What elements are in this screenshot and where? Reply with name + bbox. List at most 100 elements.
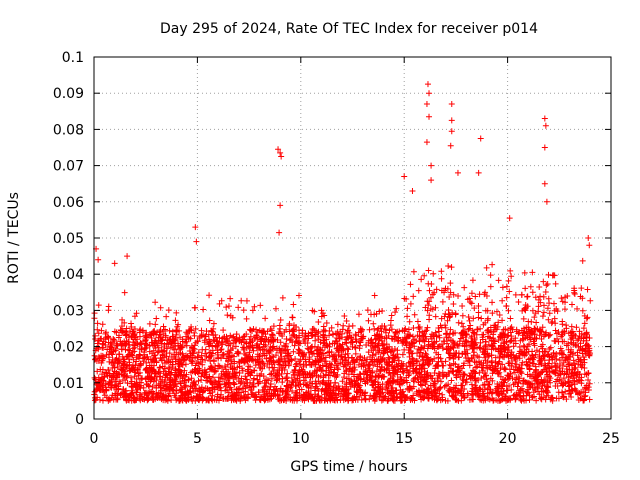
- data-point: [185, 391, 192, 398]
- data-point: [250, 383, 257, 390]
- data-point: [563, 396, 570, 403]
- data-point: [416, 323, 423, 330]
- data-point: [587, 297, 594, 304]
- data-point: [575, 358, 582, 365]
- data-point: [173, 309, 180, 316]
- data-point: [217, 375, 224, 382]
- data-point: [383, 367, 390, 374]
- data-point: [487, 283, 494, 290]
- data-point: [260, 360, 267, 367]
- data-point: [407, 300, 414, 307]
- data-point: [344, 329, 351, 336]
- data-point: [426, 287, 433, 294]
- data-point: [274, 376, 281, 383]
- data-point: [202, 346, 209, 353]
- data-point: [484, 394, 491, 401]
- data-point: [218, 364, 225, 371]
- data-point: [323, 320, 330, 327]
- data-point: [565, 356, 572, 363]
- data-point: [133, 354, 140, 361]
- data-point: [267, 343, 274, 350]
- data-point: [392, 309, 399, 316]
- data-point: [106, 380, 113, 387]
- data-point: [273, 372, 280, 379]
- data-point: [142, 340, 149, 347]
- data-point: [332, 337, 339, 344]
- data-point: [472, 364, 479, 371]
- data-point: [112, 378, 119, 385]
- data-point: [503, 294, 510, 301]
- data-point: [189, 344, 196, 351]
- data-point: [470, 352, 477, 359]
- data-point: [371, 311, 378, 318]
- data-point: [400, 369, 407, 376]
- data-point: [268, 390, 275, 397]
- data-point: [432, 329, 439, 336]
- data-point: [497, 365, 504, 372]
- data-point: [496, 384, 503, 391]
- data-point: [372, 390, 379, 397]
- data-point: [289, 378, 296, 385]
- data-point: [425, 395, 432, 402]
- data-point: [561, 306, 568, 313]
- data-point: [417, 373, 424, 380]
- data-point: [309, 307, 316, 314]
- data-point: [433, 349, 440, 356]
- data-point-peak: [475, 169, 482, 176]
- data-point: [328, 324, 335, 331]
- data-point: [524, 386, 531, 393]
- data-point: [102, 369, 109, 376]
- data-point: [571, 285, 578, 292]
- data-point: [461, 284, 468, 291]
- data-point: [481, 350, 488, 357]
- data-point-peak: [192, 224, 199, 231]
- x-tick-label: 20: [499, 431, 517, 447]
- data-point: [225, 381, 232, 388]
- data-point: [480, 397, 487, 404]
- data-point: [469, 345, 476, 352]
- data-point: [266, 357, 273, 364]
- data-point: [538, 335, 545, 342]
- data-point: [585, 377, 592, 384]
- data-point: [554, 376, 561, 383]
- data-point: [405, 326, 412, 333]
- data-point: [450, 300, 457, 307]
- data-point: [128, 320, 135, 327]
- data-point: [524, 293, 531, 300]
- data-point: [371, 292, 378, 299]
- data-point: [539, 313, 546, 320]
- y-tick-label: 0.06: [53, 195, 84, 211]
- data-point: [109, 338, 116, 345]
- data-point: [108, 360, 115, 367]
- data-point: [485, 315, 492, 322]
- data-point: [450, 291, 457, 298]
- data-point: [475, 303, 482, 310]
- data-point: [250, 347, 257, 354]
- data-point: [422, 350, 429, 357]
- data-point: [580, 325, 587, 332]
- data-point: [536, 355, 543, 362]
- data-point: [582, 392, 589, 399]
- data-point: [338, 353, 345, 360]
- data-point: [460, 323, 467, 330]
- data-point: [434, 362, 441, 369]
- data-point: [301, 336, 308, 343]
- data-point: [487, 324, 494, 331]
- data-point: [503, 303, 510, 310]
- data-point: [325, 372, 332, 379]
- data-point: [127, 374, 134, 381]
- data-point: [501, 344, 508, 351]
- data-point: [247, 379, 254, 386]
- data-point-peak: [401, 173, 408, 180]
- data-point: [134, 385, 141, 392]
- data-point: [510, 381, 517, 388]
- data-point: [423, 351, 430, 358]
- data-point: [458, 365, 465, 372]
- data-point: [118, 342, 125, 349]
- data-point: [536, 391, 543, 398]
- data-point: [494, 397, 501, 404]
- data-point: [136, 379, 143, 386]
- data-point: [433, 286, 440, 293]
- data-point: [482, 342, 489, 349]
- data-point: [465, 314, 472, 321]
